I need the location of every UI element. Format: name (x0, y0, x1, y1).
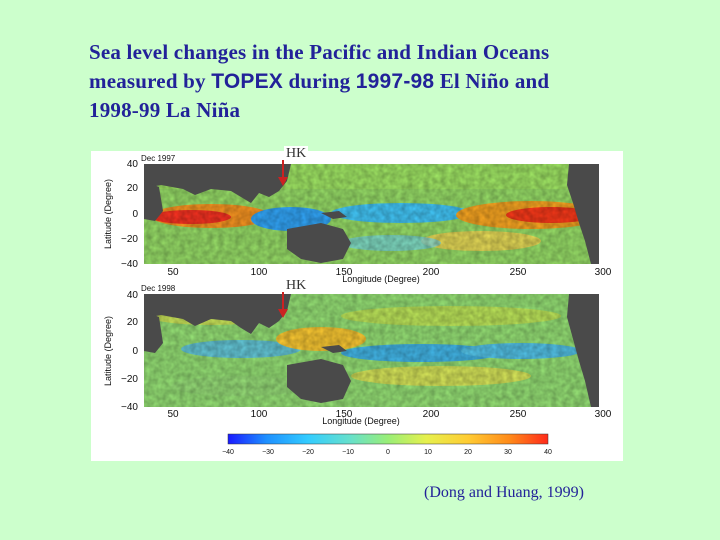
x-ticks-1998: 50 100 150 200 250 300 (167, 409, 611, 420)
x-tick: 50 (167, 267, 179, 278)
land-asia (144, 294, 291, 334)
title-line-1: Sea level changes in the Pacific and Ind… (89, 40, 550, 64)
hk-label-1998: HK (284, 278, 309, 294)
title-topex: TOPEX (211, 70, 283, 93)
x-tick: 200 (423, 409, 440, 420)
colorbar-tick: −30 (262, 449, 274, 456)
hk-arrow-head-1998 (278, 309, 288, 318)
colorbar-tick: 10 (424, 449, 432, 456)
colorbar-tick: −40 (222, 449, 234, 456)
x-tick: 200 (423, 267, 440, 278)
y-tick: 40 (127, 159, 139, 170)
hk-arrow-head-1997 (278, 177, 288, 186)
colorbar-tick: 20 (464, 449, 472, 456)
hk-arrow-shaft-1997 (282, 160, 284, 178)
title-line-3: 1998-99 La Niña (89, 98, 241, 122)
x-axis-label: Longitude (Degree) (322, 416, 400, 426)
y-tick: −40 (121, 259, 138, 270)
slide-title: Sea level changes in the Pacific and Ind… (89, 38, 649, 125)
y-axis-label: Latitude (Degree) (103, 316, 113, 386)
colorbar: −40 −30 −20 −10 0 10 20 30 40 (222, 433, 552, 456)
x-tick: 150 (336, 267, 353, 278)
x-tick: 50 (167, 409, 179, 420)
x-tick: 150 (336, 409, 353, 420)
x-axis-label: Longitude (Degree) (342, 274, 420, 284)
colorbar-tick: 30 (504, 449, 512, 456)
land-australia (287, 223, 351, 263)
citation: (Dong and Huang, 1999) (424, 484, 584, 501)
x-ticks-1997: 50 100 150 200 250 300 (167, 267, 611, 278)
y-ticks-1998: 40 20 0 −20 −40 (121, 290, 138, 413)
y-tick: −20 (121, 234, 138, 245)
colorbar-tick: −20 (302, 449, 314, 456)
land-americas (567, 294, 599, 407)
land-americas (567, 164, 599, 264)
title-line-2: measured by TOPEX during 1997-98 El Niño… (89, 67, 649, 96)
x-tick: 250 (510, 409, 527, 420)
sea-level-maps-svg: 40 20 0 −20 −40 Latitude (Degree) Dec 19… (103, 154, 612, 456)
y-tick: 0 (132, 346, 138, 357)
map-panel-1997: 40 20 0 −20 −40 Latitude (Degree) Dec 19… (103, 154, 612, 284)
land-africa (144, 181, 163, 221)
y-tick: −40 (121, 402, 138, 413)
land-australia (287, 359, 351, 403)
colorbar-tick: −10 (342, 449, 354, 456)
colorbar-tick: 0 (386, 449, 390, 456)
sea-level-figure: 40 20 0 −20 −40 Latitude (Degree) Dec 19… (91, 151, 623, 461)
title-line-2-mid: during (283, 69, 356, 93)
y-tick: −20 (121, 374, 138, 385)
x-tick: 100 (251, 267, 268, 278)
y-tick: 0 (132, 209, 138, 220)
date-label-1998: Dec 1998 (141, 284, 176, 293)
map-panel-1998: 40 20 0 −20 −40 Latitude (Degree) Dec 19… (103, 284, 612, 426)
x-tick: 300 (595, 267, 612, 278)
colorbar-gradient (227, 433, 549, 445)
y-tick: 40 (127, 290, 139, 301)
y-ticks-1997: 40 20 0 −20 −40 (121, 159, 138, 270)
hk-label-1997: HK (284, 146, 309, 162)
x-tick: 300 (595, 409, 612, 420)
x-tick: 100 (251, 409, 268, 420)
y-axis-label: Latitude (Degree) (103, 179, 113, 249)
date-label-1997: Dec 1997 (141, 154, 176, 163)
y-tick: 20 (127, 317, 139, 328)
colorbar-ticks: −40 −30 −20 −10 0 10 20 30 40 (222, 449, 552, 456)
colorbar-tick: 40 (544, 449, 552, 456)
title-line-2-suffix: El Niño and (434, 69, 550, 93)
hk-arrow-shaft-1998 (282, 292, 284, 310)
land-africa (144, 311, 163, 353)
title-years: 1997-98 (355, 70, 435, 93)
title-line-2-prefix: measured by (89, 69, 212, 93)
x-tick: 250 (510, 267, 527, 278)
y-tick: 20 (127, 183, 139, 194)
land-asia (144, 164, 291, 203)
